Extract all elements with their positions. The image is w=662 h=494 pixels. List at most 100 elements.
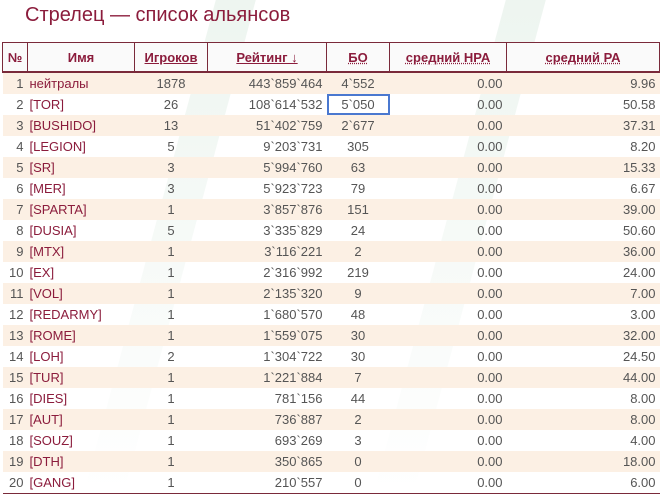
cell-avg-ra: 6.67 [630,181,656,196]
cell-avg-ra: 18.00 [622,454,656,469]
cell-players: 3 [167,160,175,175]
table-row: 20 [GANG] 1 210`557 0 0.00 6.00 [2,472,660,494]
cell-avg-ra: 50.60 [622,223,656,238]
table-row: 19 [DTH] 1 350`865 0 0.00 18.00 [2,451,660,472]
cell-alliance-name[interactable]: [AUT] [29,412,63,427]
cell-rating: 1`304`722 [263,349,323,364]
cell-alliance-name[interactable]: [BUSHIDO] [29,118,96,133]
cell-players: 2 [167,349,175,364]
table-row: 10 [EX] 1 2`316`992 219 0.00 24.00 [3,262,660,283]
cell-players: 1 [167,370,175,385]
cell-bo: 0 [354,454,362,469]
col-players[interactable]: Игроков [134,42,208,73]
cell-alliance-name[interactable]: [DUSIA] [29,223,77,238]
cell-players: 1 [167,412,175,427]
cell-avg-ra: 7.00 [630,286,656,301]
cell-avg-ra: 50.58 [622,97,656,112]
cell-rank: 9 [16,244,24,259]
cell-avg-ra: 36.00 [622,244,656,259]
cell-players: 1 [167,202,175,217]
sort-avg-ra-link[interactable]: средний РА [545,49,621,65]
cell-rank: 6 [16,181,24,196]
cell-alliance-name[interactable]: [GANG] [27,472,135,494]
sort-rating-link[interactable]: Рейтинг ↓ [236,49,298,65]
cell-bo: 219 [347,265,369,280]
table-row: 18 [SOUZ] 1 693`269 3 0.00 4.00 [3,430,660,451]
cell-bo: 2 [354,244,362,259]
cell-avg-hra: 0.00 [477,286,503,301]
cell-alliance-name[interactable]: [SPARTA] [29,202,87,217]
cell-rank: 4 [16,139,24,154]
cell-rating: 1`559`075 [263,328,323,343]
cell-players: 1 [167,265,175,280]
cell-avg-hra: 0.00 [477,160,503,175]
cell-bo: 3 [354,433,362,448]
cell-avg-ra: 37.31 [622,118,656,133]
cell-avg-hra: 0.00 [477,307,503,322]
cell-alliance-name[interactable]: [REDARMY] [29,307,102,322]
cell-bo: 2`677 [341,118,375,133]
cell-rank: 3 [16,118,24,133]
cell-players: 1 [167,286,175,301]
col-bo[interactable]: БО [326,42,390,73]
cell-avg-hra: 0.00 [477,349,503,364]
cell-avg-ra: 8.00 [630,391,656,406]
cell-alliance-name[interactable]: [SR] [29,160,55,175]
cell-alliance-name[interactable]: [TUR] [29,370,64,385]
cell-rank: 1 [16,76,24,91]
cell-bo: 2 [354,412,362,427]
cell-players: 1 [167,244,175,259]
col-avg-hra[interactable]: средний НРА [389,42,507,73]
cell-avg-ra: 8.00 [630,412,656,427]
cell-players: 1 [167,328,175,343]
cell-alliance-name[interactable]: [SOUZ] [29,433,73,448]
cell-alliance-name[interactable]: [MTX] [29,244,65,259]
cell-alliance-name[interactable]: [MER] [29,181,66,196]
cell-rank: 14 [9,349,24,364]
cell-bo: 4`552 [341,76,375,91]
cell-alliance-name[interactable]: [DTH] [29,454,64,469]
cell-rank: 12 [9,307,24,322]
cell-alliance-name[interactable]: [ROME] [29,328,76,343]
cell-rank: 19 [9,454,24,469]
cell-alliance-name[interactable]: [DIES] [29,391,68,406]
cell-alliance-name[interactable]: [LEGION] [29,139,86,154]
cell-avg-hra: 0.00 [477,328,503,343]
cell-rating: 693`269 [274,433,323,448]
table-row: 12 [REDARMY] 1 1`680`570 48 0.00 3.00 [3,304,660,325]
table-row: 17 [AUT] 1 736`887 2 0.00 8.00 [2,409,660,430]
col-name: Имя [27,42,135,73]
cell-avg-hra: 0.00 [477,265,503,280]
cell-rank: 15 [9,370,24,385]
cell-alliance-name[interactable]: [TOR] [29,97,64,112]
col-avg-ra[interactable]: средний РА [506,42,660,73]
sort-bo-link[interactable]: БО [348,49,368,65]
cell-rank: 17 [9,412,24,427]
cell-alliance-name[interactable]: нейтралы [29,76,89,91]
cell-rank: 11 [10,286,24,301]
cell-players: 13 [163,118,179,133]
cell-players: 5 [167,139,175,154]
cell-alliance-name[interactable]: [EX] [29,265,55,280]
cell-avg-ra: 6.00 [506,472,660,494]
cell-avg-hra: 0.00 [477,97,503,112]
cell-rank: 7 [16,202,24,217]
sort-avg-hra-link[interactable]: средний НРА [405,49,491,65]
cell-rating: 1`680`570 [263,307,323,322]
cell-alliance-name[interactable]: [VOL] [29,286,63,301]
cell-alliance-name[interactable]: [LOH] [29,349,64,364]
table-row: 14 [LOH] 2 1`304`722 30 0.00 24.50 [3,346,660,367]
table-row: 13 [ROME] 1 1`559`075 30 0.00 32.00 [2,325,660,346]
table-row: 6 [MER] 3 5`923`723 79 0.00 6.67 [3,178,660,199]
cell-rating: 5`994`760 [263,160,323,175]
col-rating[interactable]: Рейтинг ↓ [207,42,327,73]
cell-avg-hra: 0.00 [389,472,507,494]
table-row: 7 [SPARTA] 1 3`857`876 151 0.00 39.00 [2,199,660,220]
cell-avg-ra: 39.00 [622,202,656,217]
cell-avg-hra: 0.00 [477,76,503,91]
cell-rating: 9`203`731 [263,139,323,154]
cell-rank: 16 [9,391,24,406]
cell-avg-ra: 4.00 [630,433,656,448]
cell-bo: 9 [354,286,362,301]
sort-players-link[interactable]: Игроков [144,49,198,65]
